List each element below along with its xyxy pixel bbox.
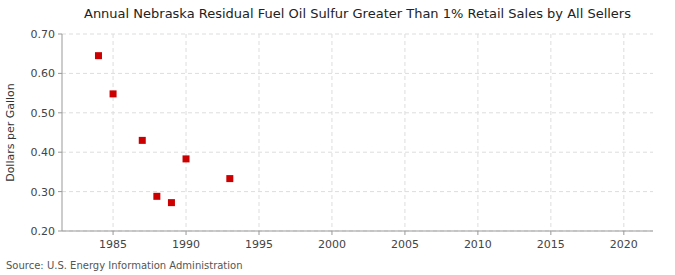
x-tick (186, 231, 187, 235)
y-grid-line (62, 191, 653, 192)
y-tick (58, 34, 62, 35)
y-grid-line (62, 152, 653, 153)
y-grid-line (62, 112, 653, 113)
x-tick-label: 2015 (537, 238, 565, 251)
x-grid-line (186, 34, 187, 231)
x-tick-label: 2020 (610, 238, 638, 251)
point (183, 155, 190, 162)
point (226, 175, 233, 182)
chart-svg: 1985 1990 1995 2000 2005 2010 2015 2020 0.20 0.30… (0, 0, 675, 275)
y-tick (58, 231, 62, 232)
y-tick-label: 0.30 (31, 186, 56, 199)
point (110, 90, 117, 97)
x-tick (477, 231, 478, 235)
y-grid-line (62, 231, 653, 232)
x-grid-line (477, 34, 478, 231)
point (139, 137, 146, 144)
y-tick-label: 0.50 (31, 107, 56, 120)
y-tick-label: 0.70 (31, 28, 56, 41)
x-grid-line (331, 34, 332, 231)
x-axis-line (62, 231, 653, 232)
x-tick (404, 231, 405, 235)
x-tick (623, 231, 624, 235)
y-tick (58, 152, 62, 153)
x-tick-label: 1995 (245, 238, 273, 251)
points (95, 52, 233, 206)
y-grid-line (62, 73, 653, 74)
y-tick-label: 0.20 (31, 225, 56, 238)
x-tick (113, 231, 114, 235)
chart-container: 1985 1990 1995 2000 2005 2010 2015 2020 0.20 0.30… (0, 0, 675, 275)
x-tick-label: 2010 (464, 238, 492, 251)
x-tick (550, 231, 551, 235)
x-grid-line (259, 34, 260, 231)
point (168, 199, 175, 206)
x-grid-line (113, 34, 114, 231)
y-grid-line (62, 34, 653, 35)
y-tick (58, 191, 62, 192)
grid (62, 34, 653, 231)
title: Annual Nebraska Residual Fuel Oil Sulfur… (84, 6, 631, 21)
x-grid-line (623, 34, 624, 231)
y-tick-label: 0.60 (31, 67, 56, 80)
y-tick-label: 0.40 (31, 146, 56, 159)
axes: 1985 1990 1995 2000 2005 2010 2015 2020 0.20 0.30… (31, 28, 654, 251)
y-axis-label: Dollars per Gallon (4, 83, 17, 182)
x-grid-line (404, 34, 405, 231)
point (153, 193, 160, 200)
y-tick (58, 73, 62, 74)
y-tick (58, 112, 62, 113)
source-note: Source: U.S. Energy Information Administ… (6, 260, 243, 271)
x-grid-line (550, 34, 551, 231)
x-tick-label: 1985 (99, 238, 127, 251)
x-tick-label: 2005 (391, 238, 419, 251)
x-tick (259, 231, 260, 235)
x-tick-label: 2000 (318, 238, 346, 251)
x-tick (331, 231, 332, 235)
y-axis-line (62, 34, 63, 231)
x-tick-label: 1990 (172, 238, 200, 251)
point (95, 52, 102, 59)
